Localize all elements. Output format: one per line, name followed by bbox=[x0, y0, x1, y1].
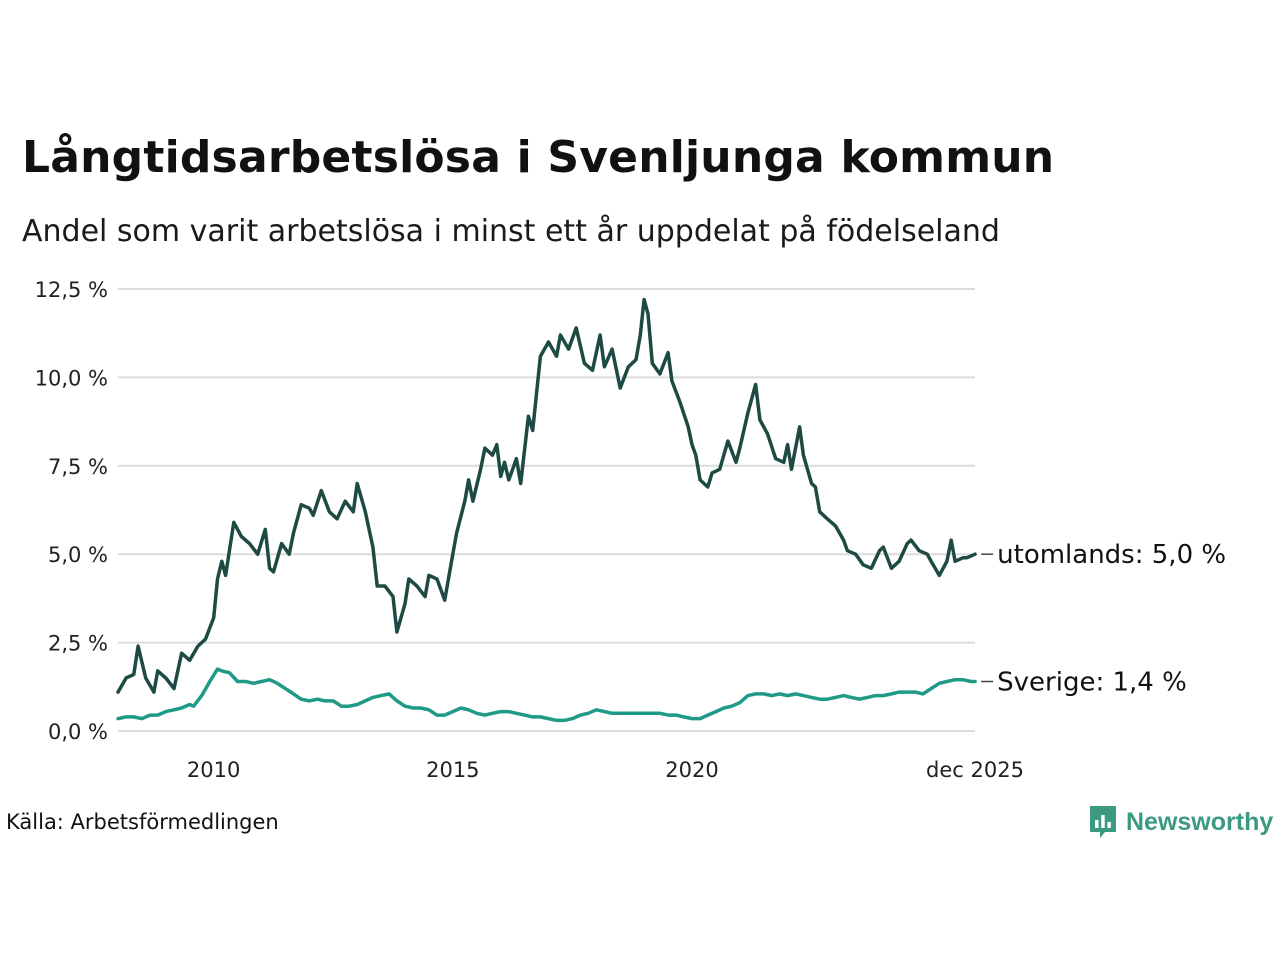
x-tick-label: 2010 bbox=[187, 758, 240, 782]
y-tick-label: 12,5 % bbox=[35, 278, 108, 302]
y-tick-label: 10,0 % bbox=[35, 366, 108, 390]
x-tick-label: 2015 bbox=[426, 758, 479, 782]
series-end-label: utomlands: 5,0 % bbox=[997, 540, 1226, 570]
y-tick-label: 5,0 % bbox=[48, 543, 108, 567]
brand-name: Newsworthy bbox=[1126, 807, 1274, 836]
chart-subtitle: Andel som varit arbetslösa i minst ett å… bbox=[22, 214, 1000, 249]
newsworthy-logo-icon bbox=[1090, 806, 1116, 838]
x-tick-label: 2020 bbox=[665, 758, 718, 782]
chart-title: Långtidsarbetslösa i Svenljunga kommun bbox=[22, 132, 1055, 183]
source-note: Källa: Arbetsförmedlingen bbox=[6, 810, 279, 834]
y-tick-label: 0,0 % bbox=[48, 720, 108, 744]
y-tick-label: 2,5 % bbox=[48, 632, 108, 656]
series-line-utomlands bbox=[116, 297, 977, 694]
series-line-sverige bbox=[116, 667, 977, 723]
x-tick-label: dec 2025 bbox=[926, 758, 1024, 782]
series-end-label: Sverige: 1,4 % bbox=[997, 667, 1187, 697]
y-tick-label: 7,5 % bbox=[48, 455, 108, 479]
brand-logo: Newsworthy bbox=[1088, 804, 1273, 840]
